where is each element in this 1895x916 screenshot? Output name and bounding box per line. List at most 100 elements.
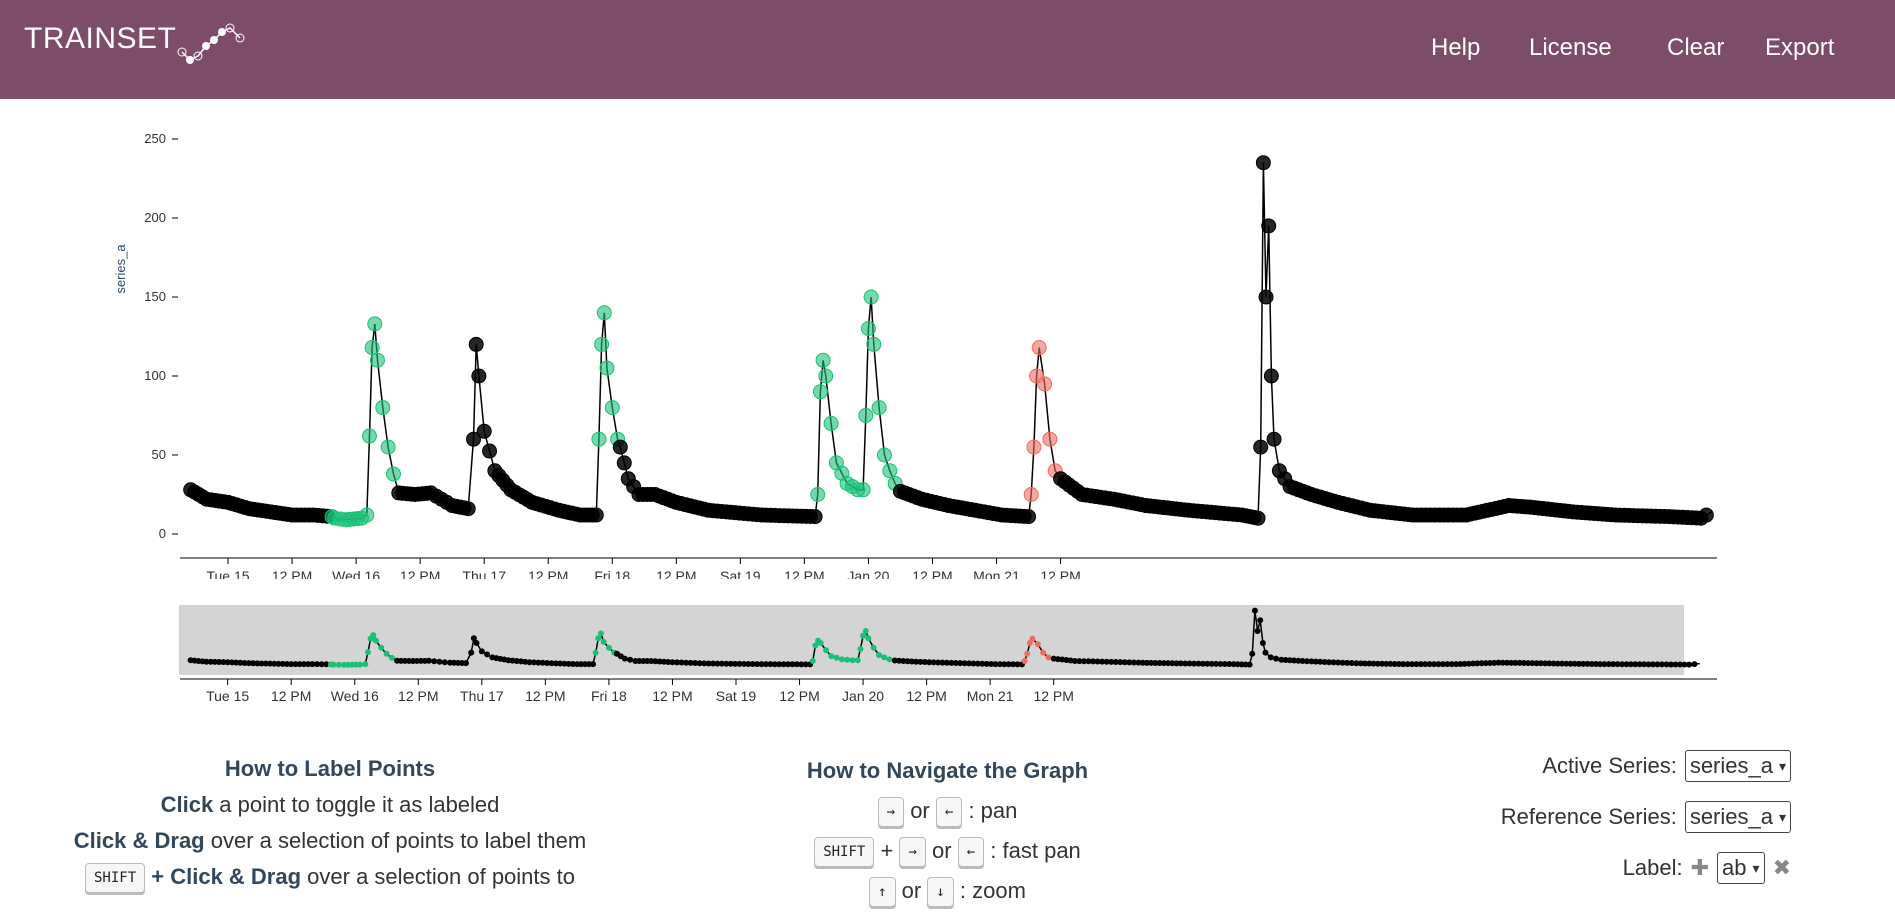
data-point[interactable] [364,340,380,356]
data-point[interactable] [476,423,492,439]
context-chart[interactable]: Tue 15 12 PM Wed 16 12 PM Thu 17 12 PM Fri 18 1… [0,595,1895,710]
active-series-select[interactable]: series_a ▾ [1684,750,1791,782]
context-point [1348,660,1355,667]
x-tick-label: Jan 20 [847,568,889,579]
data-point[interactable] [1023,487,1039,502]
context-point [1395,661,1402,668]
data-point[interactable] [815,352,831,368]
context-x-tick-label: 12 PM [398,688,438,704]
data-point[interactable] [1263,368,1279,384]
data-point[interactable] [1250,510,1266,526]
data-point[interactable] [876,447,892,463]
data-point[interactable] [380,439,396,455]
context-point [565,660,572,667]
series-a-plot[interactable] [183,155,1714,528]
data-point[interactable] [616,455,632,471]
data-point[interactable] [855,482,871,498]
data-point[interactable] [604,400,620,416]
data-point[interactable] [812,384,828,400]
context-point [241,659,248,666]
context-point [1387,660,1394,667]
data-point[interactable] [361,428,377,444]
context-point [224,659,231,666]
app-logo[interactable]: TRAINSET [24,22,177,55]
context-point [1177,660,1184,667]
data-point[interactable] [863,289,879,305]
context-point [1584,660,1591,667]
context-point [431,658,438,665]
data-point[interactable] [588,507,604,523]
data-point[interactable] [860,321,876,337]
data-point[interactable] [810,487,826,502]
nav-export[interactable]: Export [1765,34,1835,61]
data-point[interactable] [1258,289,1274,305]
data-point[interactable] [468,336,484,352]
context-point [1495,659,1502,666]
context-point [1217,660,1224,667]
data-point[interactable] [482,443,498,459]
data-point[interactable] [818,368,834,384]
context-point [705,660,712,667]
data-point[interactable] [596,305,612,321]
data-point[interactable] [858,408,874,423]
context-point [881,654,888,661]
context-point [913,658,920,665]
context-point [388,654,395,661]
data-point[interactable] [807,509,823,525]
context-point [1121,659,1128,666]
context-x-tick-label: 12 PM [906,688,946,704]
context-point [1499,659,1506,666]
data-point[interactable] [1031,340,1047,356]
nav-clear[interactable]: Clear [1667,34,1725,61]
context-point [926,659,933,666]
data-point[interactable] [369,352,385,368]
data-point[interactable] [1253,439,1269,455]
context-point [817,640,824,646]
context-point [362,661,369,668]
data-point[interactable] [1261,218,1277,234]
data-point[interactable] [823,415,839,431]
context-point [1099,658,1106,665]
data-point[interactable] [594,336,610,352]
context-point [1537,660,1544,667]
data-point[interactable] [1042,431,1058,447]
data-point[interactable] [359,507,375,523]
data-point[interactable] [1698,507,1714,523]
main-chart[interactable]: 250 200 150 100 50 0 series_a Tue 15 12 PM Wed … [0,99,1895,579]
context-point [484,651,491,658]
data-point[interactable] [866,336,882,352]
data-point[interactable] [591,431,607,447]
context-point [939,659,946,666]
nav-license[interactable]: License [1529,34,1612,61]
data-point[interactable] [375,400,391,416]
data-point[interactable] [1266,431,1282,447]
context-point [1286,657,1293,664]
label-select[interactable]: ab ▾ [1717,852,1765,884]
context-point [1559,660,1566,667]
data-point[interactable] [612,439,628,455]
data-point[interactable] [1255,155,1271,171]
context-point [652,658,659,665]
data-point[interactable] [460,501,476,517]
context-point [917,658,924,665]
data-point[interactable] [871,400,887,416]
data-point[interactable] [471,368,487,384]
data-point[interactable] [466,431,482,447]
reference-series-select[interactable]: series_a ▾ [1684,801,1791,833]
data-point[interactable] [1021,509,1037,525]
data-point[interactable] [385,466,401,482]
data-point[interactable] [1026,439,1042,455]
data-point[interactable] [367,316,383,332]
context-point [974,660,981,667]
context-point [1525,660,1532,667]
data-point[interactable] [882,463,898,479]
context-point [1312,658,1319,665]
add-label-icon[interactable]: ✚ [1690,855,1710,880]
data-point[interactable] [599,360,615,376]
data-point[interactable] [1037,376,1053,392]
context-point [1156,660,1163,667]
nav-help[interactable]: Help [1431,34,1481,61]
context-x-tick-label: 12 PM [652,688,692,704]
context-point [569,660,576,667]
remove-label-icon[interactable]: ✖ [1772,855,1791,880]
